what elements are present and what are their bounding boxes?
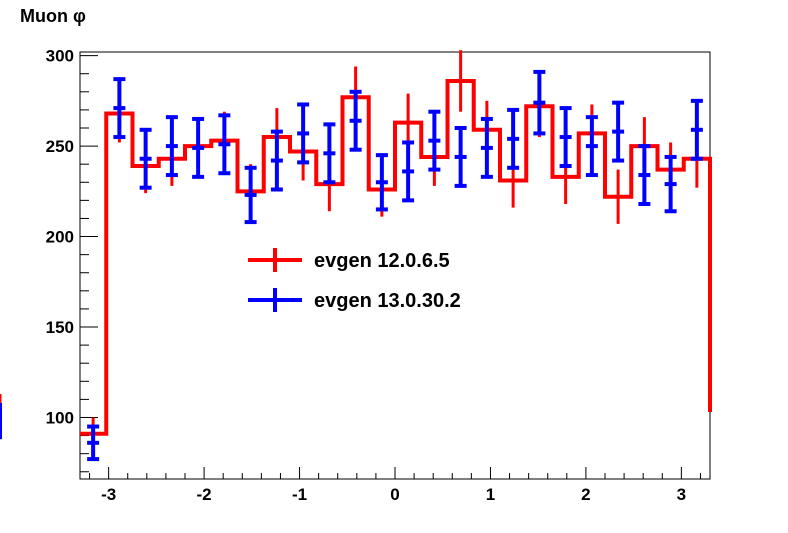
blue-point — [375, 153, 388, 212]
blue-point — [297, 102, 310, 165]
y-tick-label: 150 — [46, 318, 74, 337]
x-tick-label: 2 — [581, 485, 590, 504]
y-tick-label: 200 — [46, 228, 74, 247]
x-tick-label: -2 — [197, 485, 212, 504]
y-tick-label: 250 — [46, 137, 74, 156]
blue-point — [507, 107, 520, 170]
legend-label: evgen 12.0.6.5 — [314, 250, 450, 272]
blue-point — [559, 106, 572, 168]
blue-point — [454, 125, 467, 188]
blue-point — [192, 116, 205, 179]
blue-point — [402, 140, 415, 203]
x-tick-label: 1 — [486, 485, 495, 504]
blue-point — [585, 115, 598, 178]
blue-point — [428, 109, 441, 172]
legend-entry: evgen 13.0.30.2 — [248, 288, 461, 312]
x-tick-label: -3 — [101, 485, 116, 504]
y-tick-label: 300 — [46, 47, 74, 66]
blue-point — [165, 115, 178, 178]
blue-point — [244, 165, 257, 225]
legend: evgen 12.0.6.5 evgen 13.0.30.2 — [248, 248, 461, 312]
x-tick-label: -1 — [292, 485, 307, 504]
blue-point — [270, 129, 283, 192]
blue-point — [664, 154, 677, 214]
legend-entry: evgen 12.0.6.5 — [248, 248, 450, 272]
chart-title: Muon φ — [20, 6, 86, 26]
blue-point — [480, 116, 493, 179]
blue-point — [87, 424, 100, 462]
y-tick-label: 100 — [46, 408, 74, 427]
blue-point — [638, 144, 651, 206]
x-tick-label: 0 — [390, 485, 399, 504]
blue-point — [612, 100, 625, 163]
blue-point — [113, 77, 126, 140]
blue-point — [533, 69, 546, 136]
legend-label: evgen 13.0.30.2 — [314, 290, 461, 312]
blue-point — [323, 122, 336, 185]
blue-point — [139, 127, 152, 190]
blue-point — [349, 89, 362, 152]
blue-point — [690, 98, 703, 161]
blue-point — [218, 113, 231, 176]
series-line-red — [80, 78, 712, 436]
x-tick-label: 3 — [677, 485, 686, 504]
